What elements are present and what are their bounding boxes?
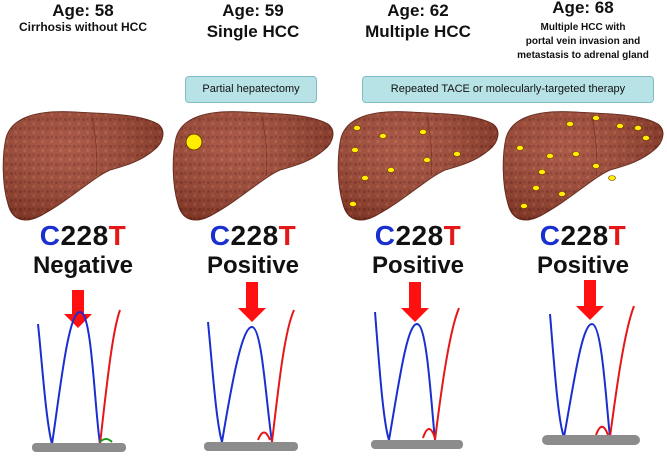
liver-illustration	[502, 111, 664, 221]
diagnosis-label: Multiple HCC with portal vein invasion a…	[500, 21, 666, 63]
liver-illustration	[172, 111, 334, 221]
baseline-bar	[371, 440, 463, 449]
mutation-label: C228T	[500, 220, 666, 252]
arrow-icon	[401, 282, 429, 322]
mutation-label: C228T	[0, 220, 166, 252]
t-trace-small	[595, 425, 609, 436]
diagnosis-line-2: portal vein invasion and	[525, 36, 641, 47]
sequencing-chromatogram	[32, 290, 126, 452]
mutation-ref-base: C	[374, 220, 396, 251]
t-trace	[99, 309, 121, 445]
sequencing-chromatogram	[542, 280, 640, 445]
mutation-position: 228	[230, 220, 279, 251]
age-label: Age: 59	[222, 1, 284, 20]
diagnosis-label: Cirrhosis without HCC	[19, 20, 147, 34]
hepatectomy-box: Partial hepatectomy	[185, 76, 317, 103]
liver-illustration	[337, 111, 499, 221]
t-trace-small	[257, 431, 271, 441]
arrow-icon	[64, 290, 92, 328]
mutation-status: Positive	[536, 252, 630, 279]
c-trace	[549, 313, 611, 438]
c-trace	[37, 310, 101, 445]
mutation-ref-base: C	[209, 220, 231, 251]
mutation-status: Positive	[206, 252, 300, 279]
tumor-marker	[185, 133, 203, 151]
baseline-bar	[542, 435, 640, 445]
panel-age-59: Age: 59 Single HCC C228T Positive	[170, 0, 336, 457]
sequencing-chromatogram	[204, 282, 298, 451]
t-trace	[609, 305, 635, 438]
mutation-alt-base: T	[278, 220, 297, 251]
mutation-alt-base: T	[443, 220, 462, 251]
tace-box: Repeated TACE or molecularly-targeted th…	[362, 76, 654, 103]
c-trace	[207, 321, 273, 443]
t-trace	[434, 307, 460, 441]
t-trace-small	[422, 428, 436, 439]
mutation-ref-base: C	[539, 220, 561, 251]
mutation-alt-base: T	[108, 220, 127, 251]
mutation-position: 228	[560, 220, 609, 251]
diagnosis-label: Multiple HCC	[365, 22, 471, 41]
diagnosis-label: Single HCC	[206, 22, 300, 41]
tumor-markers	[516, 115, 650, 209]
green-trace	[99, 438, 113, 443]
mutation-status: Negative	[32, 252, 134, 279]
tumor-markers	[349, 125, 461, 207]
mutation-position: 228	[60, 220, 109, 251]
c-trace	[374, 311, 436, 441]
baseline-bar	[32, 443, 126, 452]
age-label: Age: 68	[552, 0, 614, 17]
age-label: Age: 58	[52, 1, 114, 20]
panel-age-68: Age: 68 Multiple HCC with portal vein in…	[500, 0, 666, 457]
mutation-alt-base: T	[608, 220, 627, 251]
mutation-position: 228	[395, 220, 444, 251]
arrow-icon	[576, 280, 604, 320]
diagnosis-line-3: metastasis to adrenal gland	[517, 50, 649, 61]
baseline-bar	[204, 442, 298, 451]
age-label: Age: 62	[387, 1, 449, 20]
panel-age-58: Age: 58 Cirrhosis without HCC C228T Nega…	[0, 0, 166, 457]
arrow-icon	[238, 282, 266, 322]
t-trace	[271, 309, 295, 443]
diagnosis-line-1: Multiple HCC with	[540, 22, 626, 33]
mutation-label: C228T	[170, 220, 336, 252]
panel-age-62: Age: 62 Multiple HCC C228T Positive	[335, 0, 501, 457]
mutation-ref-base: C	[39, 220, 61, 251]
sequencing-chromatogram	[371, 282, 463, 449]
mutation-status: Positive	[371, 252, 465, 279]
liver-illustration	[2, 111, 164, 221]
mutation-label: C228T	[335, 220, 501, 252]
